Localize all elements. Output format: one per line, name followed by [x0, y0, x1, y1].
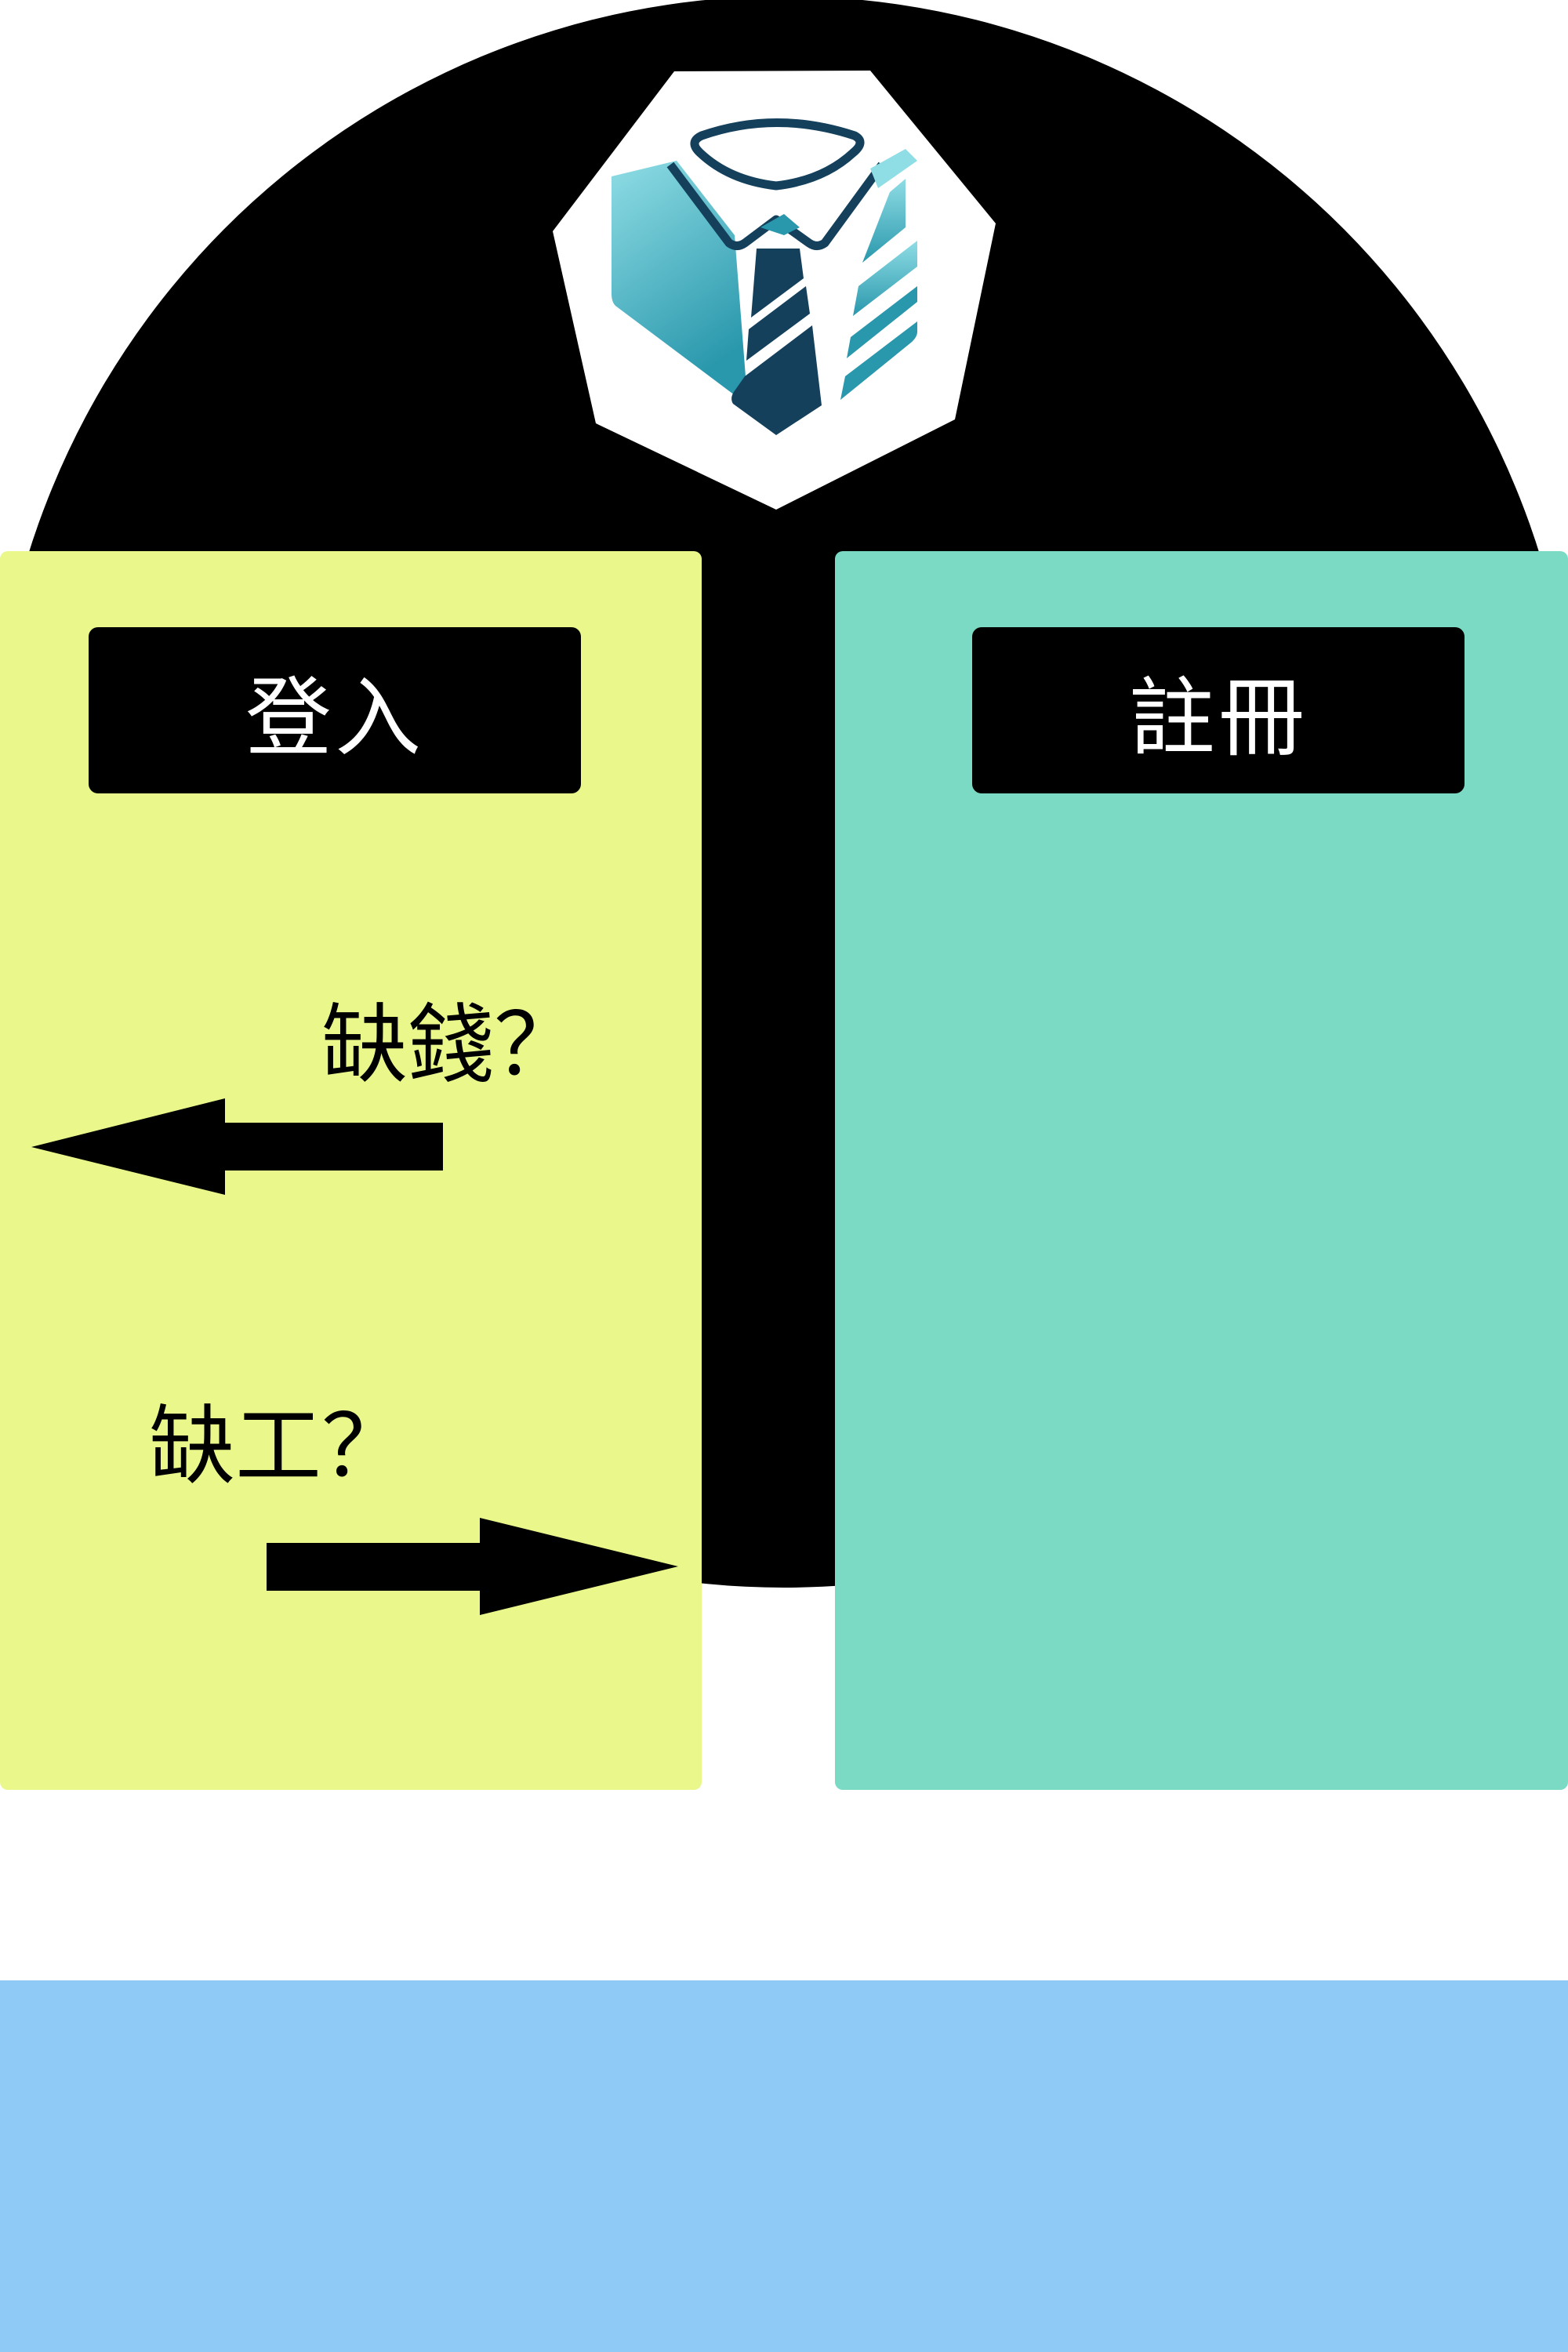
arrow-right-icon[interactable]: [263, 1513, 678, 1619]
suit-and-tie-logo-icon: [553, 71, 996, 510]
need-money-prompt: 缺錢？: [321, 995, 580, 1095]
bottom-band: [0, 1980, 1568, 2352]
need-labor-prompt: 缺工？: [149, 1396, 408, 1497]
register-button[interactable]: 註冊: [972, 627, 1465, 793]
arrow-left-icon[interactable]: [31, 1094, 451, 1200]
login-button[interactable]: 登入: [89, 627, 581, 793]
